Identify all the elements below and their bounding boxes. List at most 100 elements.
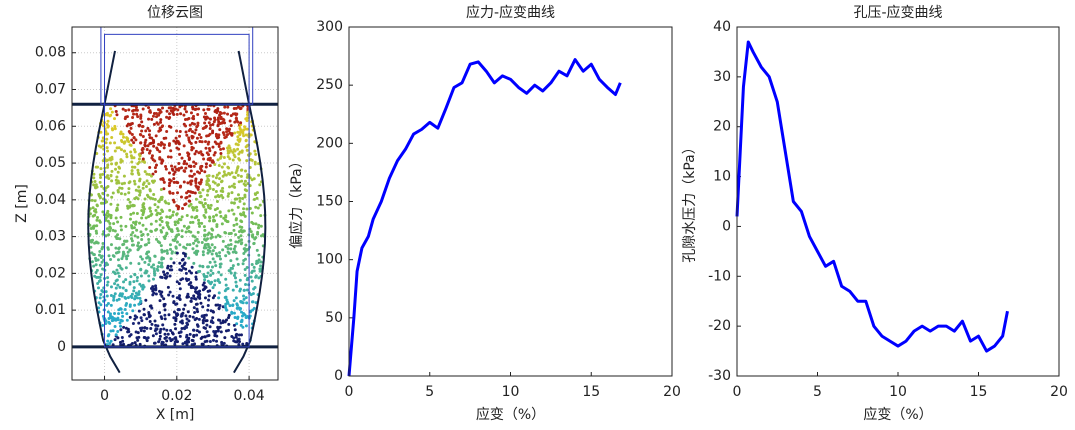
particle xyxy=(230,334,234,338)
particle xyxy=(250,300,254,304)
particle xyxy=(145,317,149,321)
particle xyxy=(178,134,182,138)
particle xyxy=(111,329,115,333)
particle xyxy=(191,206,195,210)
particle xyxy=(151,334,155,338)
particle xyxy=(226,112,230,116)
particle xyxy=(236,193,240,197)
particle xyxy=(109,174,113,178)
particle xyxy=(97,301,101,305)
particle xyxy=(158,289,162,293)
particle xyxy=(143,140,147,144)
particle xyxy=(185,162,189,166)
particle xyxy=(165,115,169,119)
particle xyxy=(207,231,211,235)
particle xyxy=(218,121,222,125)
particle xyxy=(161,226,165,230)
particle xyxy=(128,315,132,319)
particle xyxy=(227,129,231,133)
particle xyxy=(174,319,178,323)
particle xyxy=(136,244,140,248)
particle xyxy=(217,133,221,137)
particle xyxy=(215,339,219,343)
particle xyxy=(185,226,189,230)
particle xyxy=(184,325,188,329)
particle xyxy=(97,286,101,290)
particle xyxy=(242,134,246,138)
particle xyxy=(164,167,168,171)
particle xyxy=(131,243,135,247)
particle xyxy=(199,150,203,154)
particle xyxy=(128,200,132,204)
particle xyxy=(109,226,113,230)
particle xyxy=(185,133,189,137)
particle xyxy=(211,188,215,192)
particle xyxy=(253,285,257,289)
data-line xyxy=(347,58,622,377)
particle xyxy=(147,133,151,137)
particle xyxy=(145,250,149,254)
particle xyxy=(234,296,238,300)
particle xyxy=(109,329,113,333)
particle xyxy=(202,316,206,320)
particle xyxy=(132,220,136,224)
particle xyxy=(147,172,151,176)
particle xyxy=(168,115,172,119)
particle xyxy=(109,243,113,247)
particle xyxy=(152,122,156,126)
particle xyxy=(191,107,195,111)
particle xyxy=(180,314,184,318)
particle xyxy=(215,225,219,229)
particle xyxy=(137,292,141,296)
y-tick-label: -20 xyxy=(708,318,731,334)
particle xyxy=(124,296,128,300)
particle xyxy=(106,174,110,178)
particle xyxy=(202,281,206,285)
particle xyxy=(208,184,212,188)
particle xyxy=(234,233,238,237)
particle xyxy=(189,299,193,303)
particle xyxy=(100,289,104,293)
particle xyxy=(164,165,168,169)
particle xyxy=(140,125,144,129)
particle xyxy=(135,315,139,319)
particle xyxy=(198,289,202,293)
particle xyxy=(209,273,213,277)
y-tick-label: 0 xyxy=(334,368,343,384)
particle xyxy=(244,316,248,320)
particle xyxy=(223,320,227,324)
particle xyxy=(121,286,125,290)
particle xyxy=(223,173,227,177)
particle xyxy=(117,312,121,316)
particle xyxy=(236,316,240,320)
particle xyxy=(94,208,98,212)
particle xyxy=(229,243,233,247)
particle xyxy=(232,182,236,186)
particle xyxy=(202,157,206,161)
particle xyxy=(139,299,143,303)
particle xyxy=(153,197,157,201)
particle xyxy=(174,140,178,144)
particle xyxy=(256,226,260,230)
particle xyxy=(160,263,164,267)
particle xyxy=(168,268,172,272)
particle xyxy=(208,132,212,136)
y-tick-label: 250 xyxy=(316,77,343,93)
particle xyxy=(128,248,132,252)
particle xyxy=(188,314,192,318)
plot-area xyxy=(737,27,1059,376)
particle xyxy=(213,116,217,120)
particle xyxy=(239,213,243,217)
particle xyxy=(228,157,232,161)
particle xyxy=(105,113,109,117)
particle xyxy=(214,213,218,217)
particle xyxy=(143,143,147,147)
particle xyxy=(187,319,191,323)
particle xyxy=(169,329,173,333)
x-tick-label: 10 xyxy=(889,384,907,400)
particle xyxy=(178,105,182,109)
particle xyxy=(252,306,256,310)
particle xyxy=(132,226,136,230)
particle xyxy=(106,301,110,305)
particle xyxy=(94,240,98,244)
